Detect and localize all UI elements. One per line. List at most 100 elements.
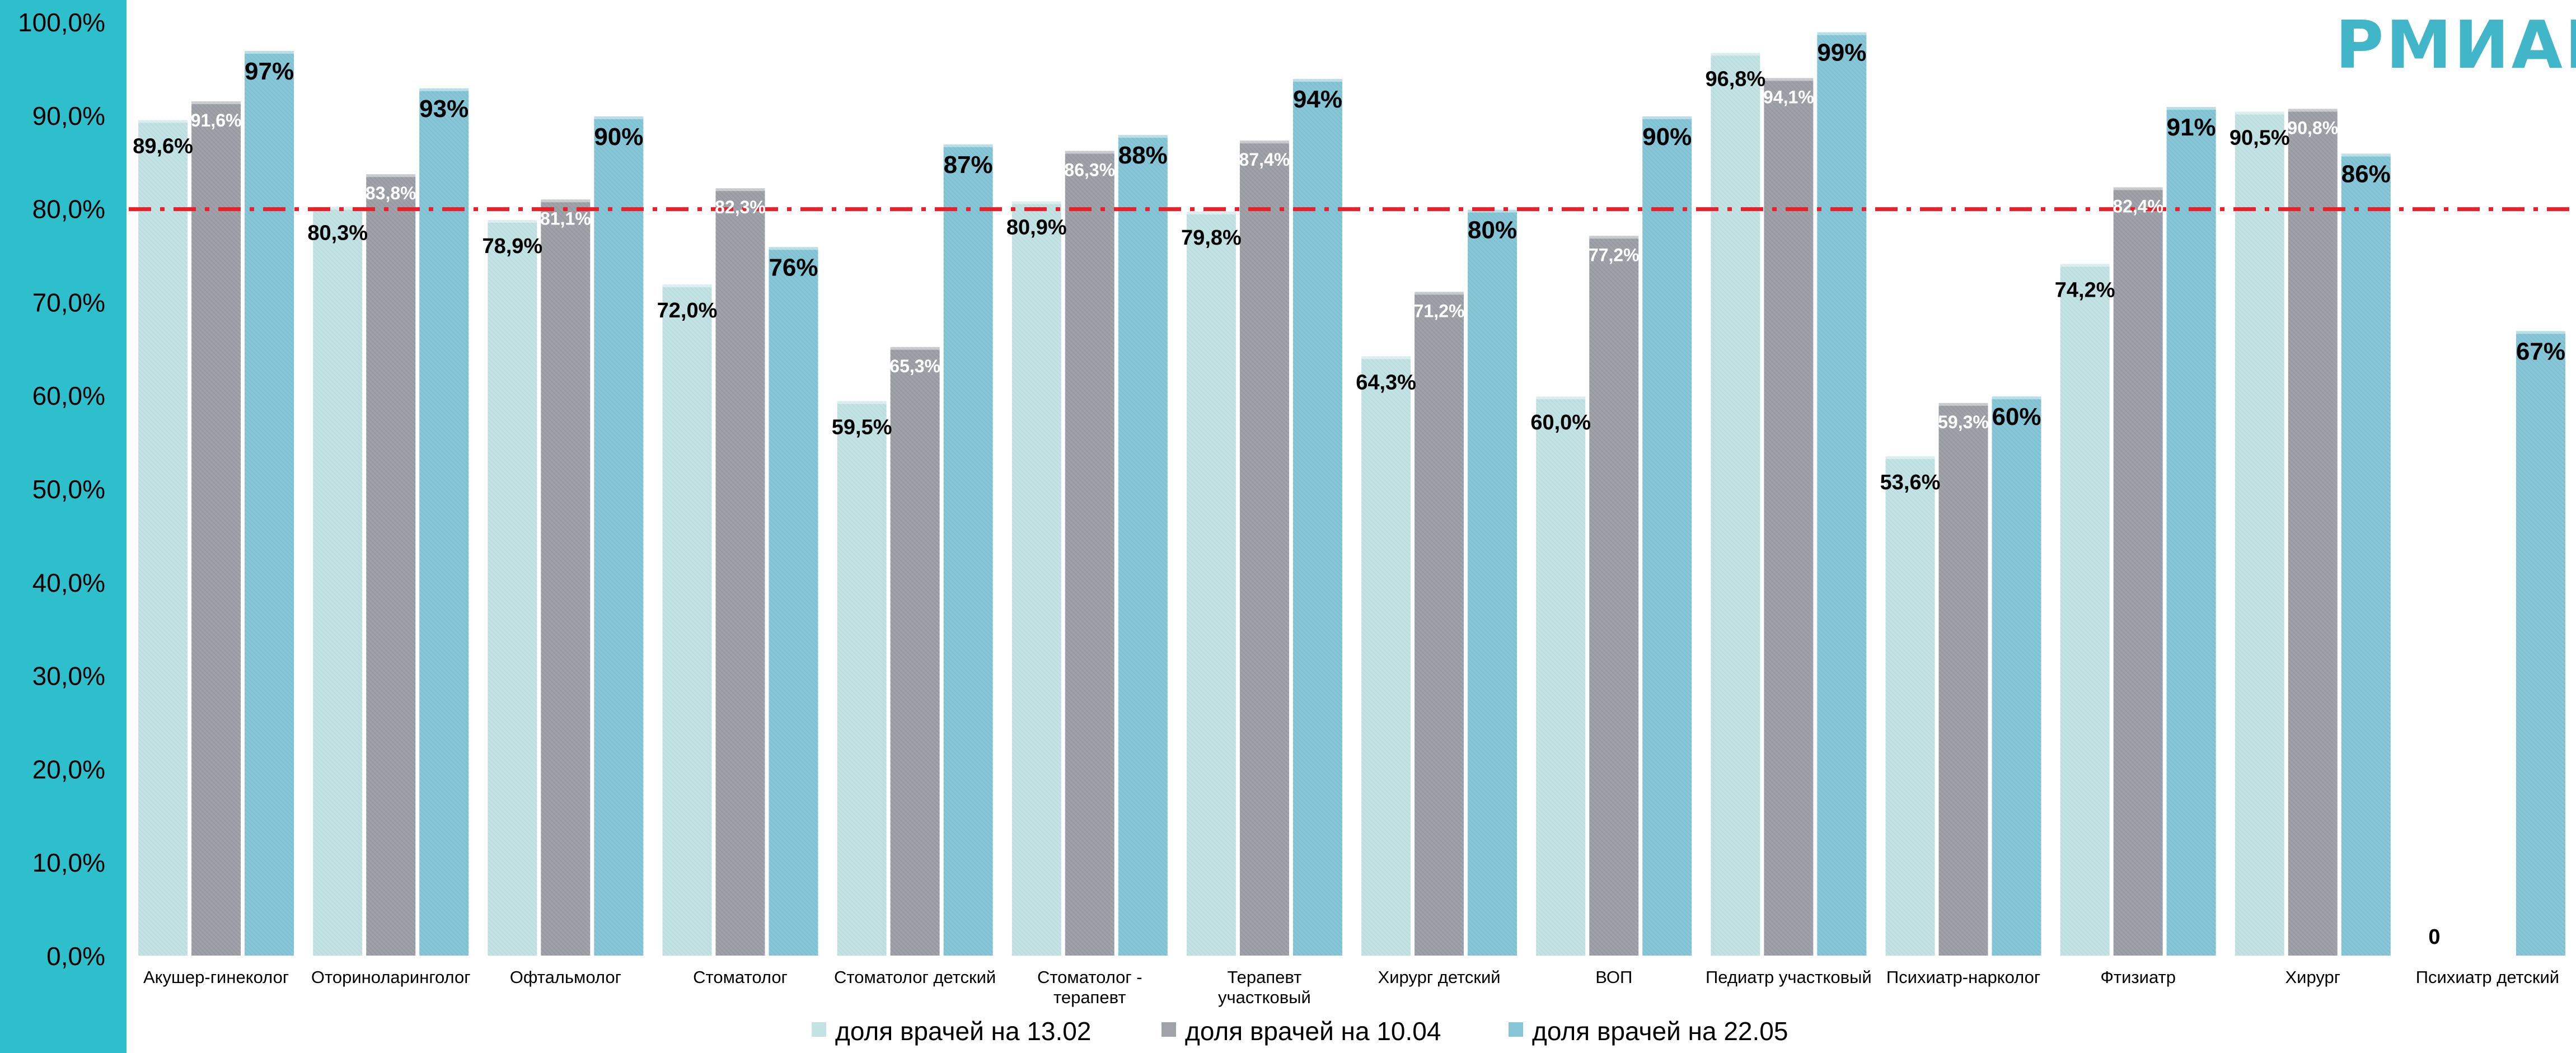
bar-series-3	[243, 50, 296, 957]
bar-highlight	[1710, 52, 1761, 56]
bar-series-1	[1535, 395, 1587, 957]
data-label-series-1: 60,0%	[1530, 411, 1591, 434]
y-tick-label: 0,0%	[46, 942, 105, 971]
x-category-label: Фтизиатр	[2100, 967, 2176, 987]
y-tick-label: 50,0%	[32, 475, 105, 504]
data-labels-layer: 89,6% 91,6% 97% 80,3% 83,8% 93% 78,9% 81,1% 90% 7…	[133, 39, 2565, 949]
bar-series-2	[540, 198, 592, 957]
bar-highlight	[2340, 153, 2391, 157]
data-label-series-3: 88%	[1118, 142, 1168, 169]
bar-highlight	[312, 206, 363, 210]
y-tick-label: 30,0%	[32, 662, 105, 691]
bar-series-3	[1291, 78, 1343, 957]
data-label-series-2: 86,3%	[1064, 160, 1115, 180]
bar-highlight	[1991, 396, 2042, 400]
x-category-label: Психиатр детский	[2416, 967, 2559, 987]
bar-series-2	[2287, 107, 2339, 957]
bar-highlight	[1535, 396, 1586, 400]
bar-highlight	[1064, 150, 1115, 154]
bar-highlight	[715, 188, 766, 191]
bar-highlight	[1414, 291, 1465, 295]
data-label-series-2: 82,4%	[2113, 196, 2163, 217]
bar-series-3	[2165, 106, 2217, 957]
bar-series-2	[1937, 401, 1989, 957]
bar-series-1	[1884, 455, 1936, 957]
bar-series-2	[2112, 186, 2164, 957]
data-label-series-3: 86%	[2341, 161, 2391, 188]
bar-highlight	[1885, 455, 1936, 459]
x-category-label: Хирург	[2285, 967, 2340, 987]
x-category-label: Стоматолог	[693, 967, 788, 987]
data-label-series-1: 64,3%	[1356, 371, 1416, 394]
bar-series-2	[1413, 291, 1465, 957]
bar-highlight	[2059, 263, 2110, 267]
bar-highlight	[1589, 235, 1640, 239]
data-label-series-2: 65,3%	[889, 356, 940, 376]
x-axis: Акушер-гинеколог Оториноларинголог Офтальм…	[143, 967, 2559, 1007]
bar-series-1	[1010, 200, 1062, 957]
x-category-label: Педиатр участковый	[1706, 967, 1872, 987]
data-label-series-3: 60%	[1992, 403, 2041, 430]
bar-highlight	[889, 346, 940, 350]
x-category-label: Акушер-гинеколог	[143, 967, 289, 987]
y-tick-label: 100,0%	[18, 8, 105, 37]
data-label-series-2: 82,3%	[715, 197, 766, 217]
bar-series-3	[1467, 208, 1519, 957]
data-label-series-1: 96,8%	[1705, 67, 1765, 91]
data-label-series-1: 74,2%	[2055, 278, 2115, 302]
bar-series-1	[1709, 52, 1762, 957]
data-label-series-1: 79,8%	[1181, 226, 1242, 250]
bar-highlight	[2515, 330, 2566, 334]
bar-highlight	[191, 101, 242, 105]
bar-highlight	[2113, 186, 2163, 190]
bar-series-3	[942, 143, 994, 957]
bar-series-3	[2340, 152, 2392, 957]
data-label-series-3: 97%	[245, 58, 294, 85]
x-category-label: Оториноларинголог	[311, 967, 471, 987]
bar-series-3	[418, 87, 470, 957]
bar-series-2	[1763, 77, 1815, 957]
data-label-series-1: 0	[2428, 925, 2440, 949]
y-tick-label: 10,0%	[32, 848, 105, 877]
bar-series-1	[836, 400, 888, 957]
bar-highlight	[2287, 108, 2338, 112]
bar-highlight	[487, 219, 538, 223]
data-label-series-1: 80,9%	[1006, 216, 1067, 240]
y-tick-label: 80,0%	[32, 195, 105, 224]
x-category-label: Хирург детский	[1378, 967, 1501, 987]
bar-series-2	[1064, 149, 1116, 957]
data-label-series-3: 99%	[1817, 39, 1866, 67]
legend-swatch	[1509, 1022, 1523, 1037]
data-label-series-1: 78,9%	[482, 235, 542, 258]
bar-series-2	[714, 187, 766, 957]
data-label-series-2: 77,2%	[1589, 245, 1640, 265]
legend-swatch	[812, 1022, 826, 1037]
bar-highlight	[662, 284, 713, 288]
bar-highlight	[2234, 111, 2285, 115]
rmiac-logo: РМИАЦ	[2330, 11, 2576, 78]
x-category-label: ВОП	[1595, 967, 1632, 987]
bar-highlight	[1292, 78, 1343, 82]
data-label-series-2: 81,1%	[540, 208, 591, 228]
bar-series-1	[312, 205, 364, 957]
y-tick-label: 90,0%	[32, 101, 105, 130]
bar-series-3	[2514, 330, 2566, 957]
data-label-series-3: 87%	[944, 151, 993, 179]
data-label-series-3: 90%	[594, 123, 643, 151]
y-tick-label: 60,0%	[32, 381, 105, 410]
x-category-label: Офтальмолог	[510, 967, 621, 987]
data-label-series-2: 91,6%	[191, 110, 242, 130]
bar-series-3	[1117, 134, 1169, 957]
bar-highlight	[836, 400, 887, 404]
data-label-series-1: 72,0%	[657, 299, 718, 322]
data-label-series-2: 87,4%	[1239, 149, 1290, 170]
x-category-label: Стоматолог -терапевт	[1037, 967, 1142, 1007]
data-label-series-1: 80,3%	[307, 222, 368, 245]
left-accent-band	[0, 0, 127, 1053]
bar-series-1	[2233, 110, 2285, 957]
data-label-series-2: 90,8%	[2287, 118, 2338, 138]
bar-highlight	[244, 50, 295, 54]
bar-series-1	[2059, 263, 2111, 957]
legend-label: доля врачей на 22.05	[1532, 1017, 1788, 1046]
bar-series-1	[1185, 210, 1237, 957]
